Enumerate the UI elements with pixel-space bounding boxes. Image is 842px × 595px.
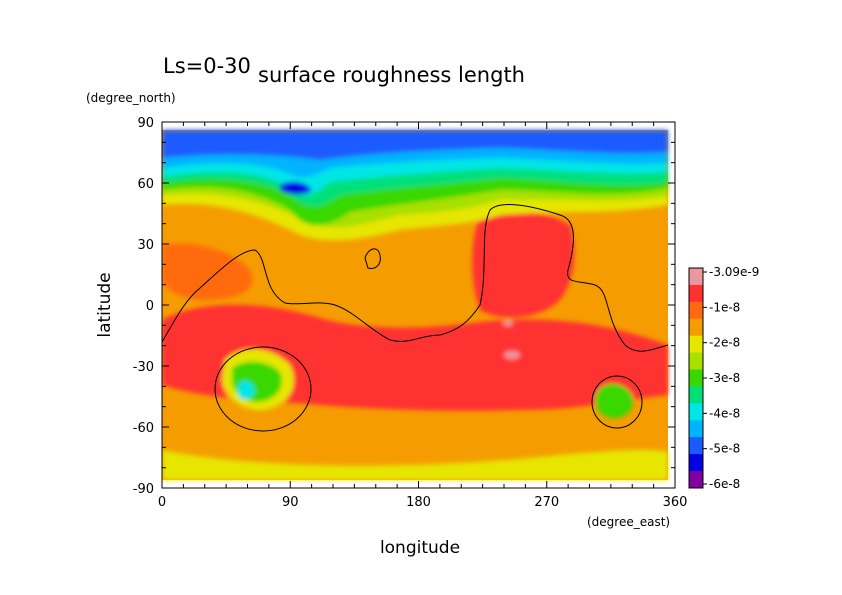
colorbar-swatch <box>689 403 703 421</box>
colorbar-swatch <box>689 352 703 371</box>
y-tick-label: 0 <box>146 299 154 314</box>
chart-subtitle: Ls=0-30 <box>163 54 251 78</box>
heatmap-region-northeast-red <box>472 210 575 318</box>
heatmap-region-hellas-cyan <box>238 380 255 400</box>
chart-title: surface roughness length <box>258 63 525 87</box>
colorbar-swatch <box>689 369 703 387</box>
x-tick-label: 0 <box>158 495 166 510</box>
colorbar: -3.09e-9 -1e-8 -2e-8 -3e-8 -4e-8 -5e-8 -6e-8 <box>688 265 759 491</box>
colorbar-swatch <box>689 386 703 404</box>
colorbar-swatch <box>689 301 703 320</box>
colorbar-swatch <box>689 420 703 438</box>
y-tick-label: 30 <box>137 238 154 253</box>
colorbar-swatch <box>689 318 703 337</box>
colorbar-label: -1e-8 <box>709 300 740 314</box>
heatmap-region-argyre-green <box>595 383 633 419</box>
heatmap-region-pink-2 <box>503 320 513 326</box>
hellas-contour <box>214 346 312 432</box>
colorbar-label: -6e-8 <box>709 477 740 491</box>
dichotomy-boundary-line <box>162 204 669 352</box>
y-tick-label: 90 <box>137 116 154 131</box>
y-axis: 90 60 30 0 -30 -60 -90 <box>133 116 675 497</box>
heatmap-region-north-darkblue <box>280 181 312 195</box>
heatmap-field <box>162 130 668 480</box>
x-unit-label: (degree_east) <box>587 515 670 529</box>
heatmap-region-west-orange <box>162 243 253 300</box>
colorbar-swatch <box>689 454 703 472</box>
x-tick-label: 180 <box>406 495 431 510</box>
x-tick-label: 360 <box>663 495 688 510</box>
x-axis-title: longitude <box>380 538 460 558</box>
colorbar-swatch <box>689 284 703 303</box>
heatmap-region-pink-1 <box>504 351 520 359</box>
colorbar-label: -3.09e-9 <box>709 265 759 279</box>
x-tick-label: 90 <box>282 495 299 510</box>
y-axis-title: latitude <box>95 272 115 337</box>
colorbar-label: -2e-8 <box>709 336 740 350</box>
x-tick-label: 270 <box>534 495 559 510</box>
y-tick-label: -90 <box>133 482 154 497</box>
x-axis: 0 90 180 270 360 <box>158 122 688 510</box>
heatmap-region-north-blue <box>162 130 668 160</box>
y-tick-label: 60 <box>137 177 154 192</box>
argyre-contour <box>591 375 643 429</box>
colorbar-label: -5e-8 <box>709 442 740 456</box>
y-unit-label: (degree_north) <box>86 91 176 105</box>
colorbar-swatch <box>689 335 703 354</box>
y-tick-label: -30 <box>133 360 154 375</box>
colorbar-swatch <box>689 471 703 489</box>
colorbar-label: -3e-8 <box>709 371 740 385</box>
topography-contours <box>162 204 669 432</box>
colorbar-label: -4e-8 <box>709 406 740 420</box>
olympus-contour <box>364 248 381 269</box>
heatmap-region-south-yellow <box>162 449 668 480</box>
colorbar-swatch <box>689 437 703 455</box>
y-tick-label: -60 <box>133 421 154 436</box>
colorbar-swatch <box>689 268 703 286</box>
